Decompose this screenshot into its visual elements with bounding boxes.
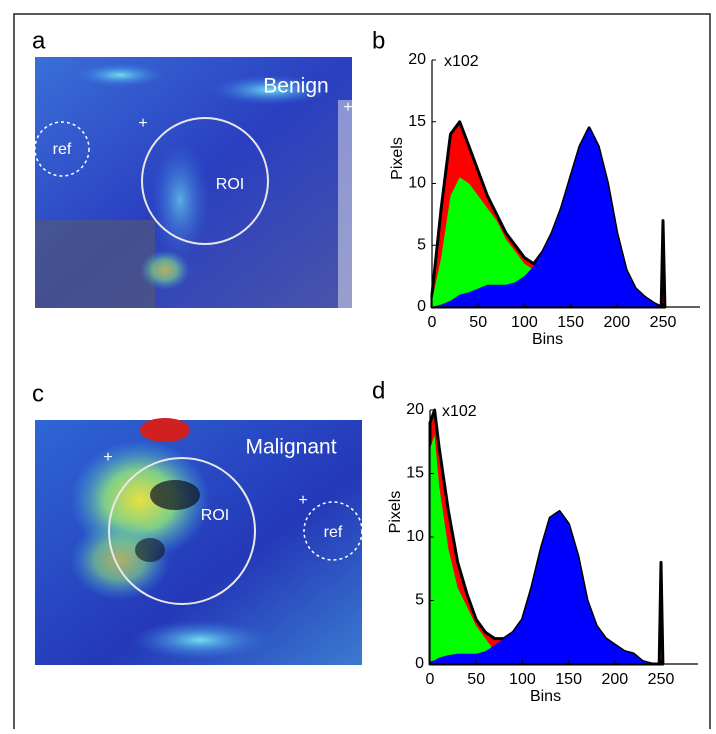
y-axis-label: Pixels — [387, 491, 404, 534]
panel-label: b — [372, 27, 385, 54]
marker: + — [343, 99, 352, 116]
roi-label: ROI — [201, 507, 229, 524]
image-texture — [210, 75, 330, 105]
marker: + — [103, 449, 112, 466]
image-texture — [150, 140, 210, 260]
image-texture — [135, 538, 165, 562]
y-tick-label: 5 — [415, 592, 424, 609]
y-tick-label: 15 — [408, 113, 426, 130]
x-tick-label: 0 — [428, 314, 437, 331]
y-tick-label: 0 — [415, 655, 424, 672]
image-texture — [140, 250, 190, 290]
image-title: Benign — [263, 75, 328, 98]
panel-label: d — [372, 377, 385, 404]
histogram-area — [432, 127, 665, 308]
y-tick-label: 20 — [408, 51, 426, 68]
image-title: Malignant — [245, 436, 336, 459]
x-tick-label: 200 — [603, 314, 630, 331]
histogram-area — [430, 511, 663, 664]
image-panel-a: + + Benign ROI ref — [34, 57, 353, 308]
x-axis-label: Bins — [532, 331, 563, 348]
y-tick-label: 10 — [406, 528, 424, 545]
image-panel-c: + + Malignant ROI ref — [35, 418, 363, 665]
x-tick-label: 250 — [648, 671, 675, 688]
y-axis-label: Pixels — [389, 137, 406, 180]
x-tick-label: 150 — [557, 314, 584, 331]
roi-circle — [141, 117, 269, 245]
frame — [13, 13, 711, 729]
x-tick-label: 50 — [469, 314, 487, 331]
image-texture — [140, 418, 190, 442]
ref-circle — [303, 501, 363, 561]
x-tick-label: 150 — [555, 671, 582, 688]
x-tick-label: 100 — [511, 314, 538, 331]
multiplier: x102 — [444, 53, 479, 70]
panel-label: a — [32, 27, 46, 54]
x-tick-label: 0 — [426, 671, 435, 688]
x-tick-label: 250 — [650, 314, 677, 331]
image-texture — [35, 220, 155, 308]
x-axis-label: Bins — [530, 688, 561, 705]
y-tick-label: 10 — [408, 175, 426, 192]
ref-label: ref — [53, 141, 72, 158]
y-tick-label: 20 — [406, 401, 424, 418]
histogram-area — [432, 177, 665, 307]
x-tick-label: 50 — [467, 671, 485, 688]
image-texture — [150, 480, 200, 510]
ref-label: ref — [324, 524, 343, 541]
x-tick-label: 200 — [601, 671, 628, 688]
roi-circle — [108, 457, 256, 605]
multiplier: x102 — [442, 403, 477, 420]
roi-label: ROI — [216, 176, 244, 193]
ref-circle — [34, 121, 90, 177]
y-tick-label: 0 — [417, 298, 426, 315]
image-texture — [130, 620, 270, 660]
image-texture — [75, 63, 165, 87]
image-texture — [338, 100, 352, 308]
histogram-area — [430, 435, 663, 664]
y-tick-label: 15 — [406, 465, 424, 482]
x-tick-label: 100 — [509, 671, 536, 688]
panel-label: c — [32, 380, 44, 407]
marker: + — [138, 115, 147, 132]
marker: + — [298, 492, 307, 509]
y-tick-label: 5 — [417, 236, 426, 253]
